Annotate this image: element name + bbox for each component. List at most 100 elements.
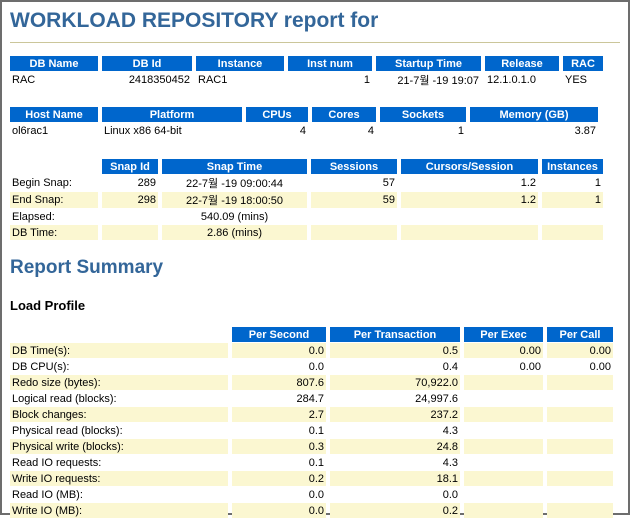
table-cell: Physical read (blocks): [12, 424, 123, 437]
load-profile-header-row: Per Second Per Transaction Per Exec Per Cal… [10, 327, 613, 342]
table-cell: ol6rac1 [12, 124, 49, 137]
table-row: ol6rac1 Linux x86 64-bit 4 4 1 3.87 [10, 123, 598, 138]
table-cell [311, 225, 397, 240]
snapshot-header-row: Snap Id Snap Time Sessions Cursors/Session I… [10, 159, 603, 174]
column-header: Per Transaction [330, 327, 460, 342]
table-cell: Block changes: [10, 407, 228, 422]
host-info-table: Host Name Platform CPUs Cores Sockets Memory … [6, 106, 602, 139]
column-header: Cursors/Session [401, 159, 538, 174]
table-cell [464, 391, 543, 406]
table-cell: 0.1 [308, 456, 324, 469]
column-header: Sessions [311, 159, 397, 174]
table-cell: 24.8 [330, 439, 460, 454]
table-cell: 2.86 (mins) [162, 225, 307, 240]
column-header: Inst num [288, 56, 372, 71]
table-cell: 4.3 [442, 456, 458, 469]
table-cell [464, 471, 543, 486]
table-row: DB Time(s): 0.0 0.5 0.00 0.00 [10, 343, 613, 358]
table-cell [547, 423, 613, 438]
table-cell: Read IO requests: [12, 456, 102, 469]
table-cell: Write IO (MB): [10, 503, 228, 518]
table-cell: DB Time(s): [10, 343, 228, 358]
table-cell: RAC [12, 74, 36, 86]
table-row: DB CPU(s): 0.0 0.4 0.00 0.00 [10, 359, 613, 374]
column-header: Instance [196, 56, 284, 71]
table-cell: 0.00 [519, 360, 541, 373]
column-header: Sockets [380, 107, 466, 122]
table-row: End Snap: 298 22-7월 -19 18:00:50 59 1.2 1 [10, 192, 603, 208]
table-cell: Begin Snap: [12, 177, 72, 189]
table-cell: 1 [542, 192, 603, 208]
table-cell [464, 455, 543, 470]
table-row: DB Time: 2.86 (mins) [10, 225, 603, 240]
table-cell: 237.2 [330, 407, 460, 422]
table-cell: 2.7 [232, 407, 326, 422]
table-row: Begin Snap: 289 22-7월 -19 09:00:44 57 1.2 1 [10, 175, 603, 191]
table-row: Read IO (MB): 0.0 0.0 [10, 487, 613, 502]
table-cell: 0.0 [442, 488, 458, 501]
column-header: Memory (GB) [470, 107, 598, 122]
db-info-header-row: DB Name DB Id Instance Inst num Startup Time… [10, 56, 603, 71]
table-cell: 0.4 [442, 360, 458, 373]
table-row: Physical write (blocks): 0.3 24.8 [10, 439, 613, 454]
table-cell [464, 439, 543, 454]
table-cell [547, 455, 613, 470]
table-cell [464, 375, 543, 390]
column-header: Startup Time [376, 56, 481, 71]
table-cell: 0.00 [547, 343, 613, 358]
table-cell [102, 209, 158, 224]
column-header: Instances [542, 159, 603, 174]
column-header: Platform [102, 107, 242, 122]
table-cell: RAC1 [198, 74, 228, 86]
table-cell: 24,997.6 [415, 392, 458, 405]
table-cell: 4.3 [442, 424, 458, 437]
column-header [10, 327, 228, 342]
column-header: Per Call [547, 327, 613, 342]
table-cell [401, 209, 538, 224]
table-cell [311, 209, 397, 224]
table-cell: 0.2 [232, 471, 326, 486]
table-cell: 0.5 [330, 343, 460, 358]
table-cell: Redo size (bytes): [10, 375, 228, 390]
table-cell [542, 225, 603, 240]
table-cell: 59 [311, 192, 397, 208]
column-header: RAC [563, 56, 603, 71]
table-cell: DB Time: [10, 225, 98, 240]
table-cell: 1 [457, 124, 464, 137]
table-row: Block changes: 2.7 237.2 [10, 407, 613, 422]
table-cell [547, 407, 613, 422]
table-cell: 284.7 [296, 392, 324, 405]
table-cell: 22-7월 -19 18:00:50 [162, 192, 307, 208]
report-page: WORKLOAD REPOSITORY report for DB Name DB… [2, 8, 628, 519]
column-header: Cores [312, 107, 376, 122]
table-cell: 1 [363, 74, 370, 86]
table-row: Physical read (blocks): 0.1 4.3 [10, 423, 613, 438]
table-cell: 0.00 [464, 343, 543, 358]
table-cell: 22-7월 -19 09:00:44 [186, 178, 283, 190]
table-cell: 1.2 [520, 177, 536, 189]
table-cell [547, 471, 613, 486]
table-cell: 4 [299, 124, 306, 137]
column-header: Release [485, 56, 559, 71]
table-cell: Physical write (blocks): [10, 439, 228, 454]
table-row: Write IO (MB): 0.0 0.2 [10, 503, 613, 518]
column-header: Per Exec [464, 327, 543, 342]
table-row: Redo size (bytes): 807.6 70,922.0 [10, 375, 613, 390]
table-cell: Read IO (MB): [12, 488, 83, 501]
table-cell: 540.09 (mins) [200, 210, 269, 223]
table-cell: 0.0 [308, 360, 324, 373]
subsection-heading-load-profile: Load Profile [10, 298, 86, 313]
table-row: Logical read (blocks): 284.7 24,997.6 [10, 391, 613, 406]
table-cell: 0.0 [232, 343, 326, 358]
table-cell [542, 209, 603, 224]
table-cell: 21-7월 -19 19:07 [397, 75, 479, 87]
column-header [10, 159, 98, 174]
table-cell: 0.0 [308, 488, 324, 501]
table-cell: 70,922.0 [330, 375, 460, 390]
column-header: CPUs [246, 107, 308, 122]
table-row: Read IO requests: 0.1 4.3 [10, 455, 613, 470]
table-cell [464, 423, 543, 438]
table-cell: 0.0 [232, 503, 326, 518]
table-cell: 0.00 [589, 360, 611, 373]
column-header: Per Second [232, 327, 326, 342]
